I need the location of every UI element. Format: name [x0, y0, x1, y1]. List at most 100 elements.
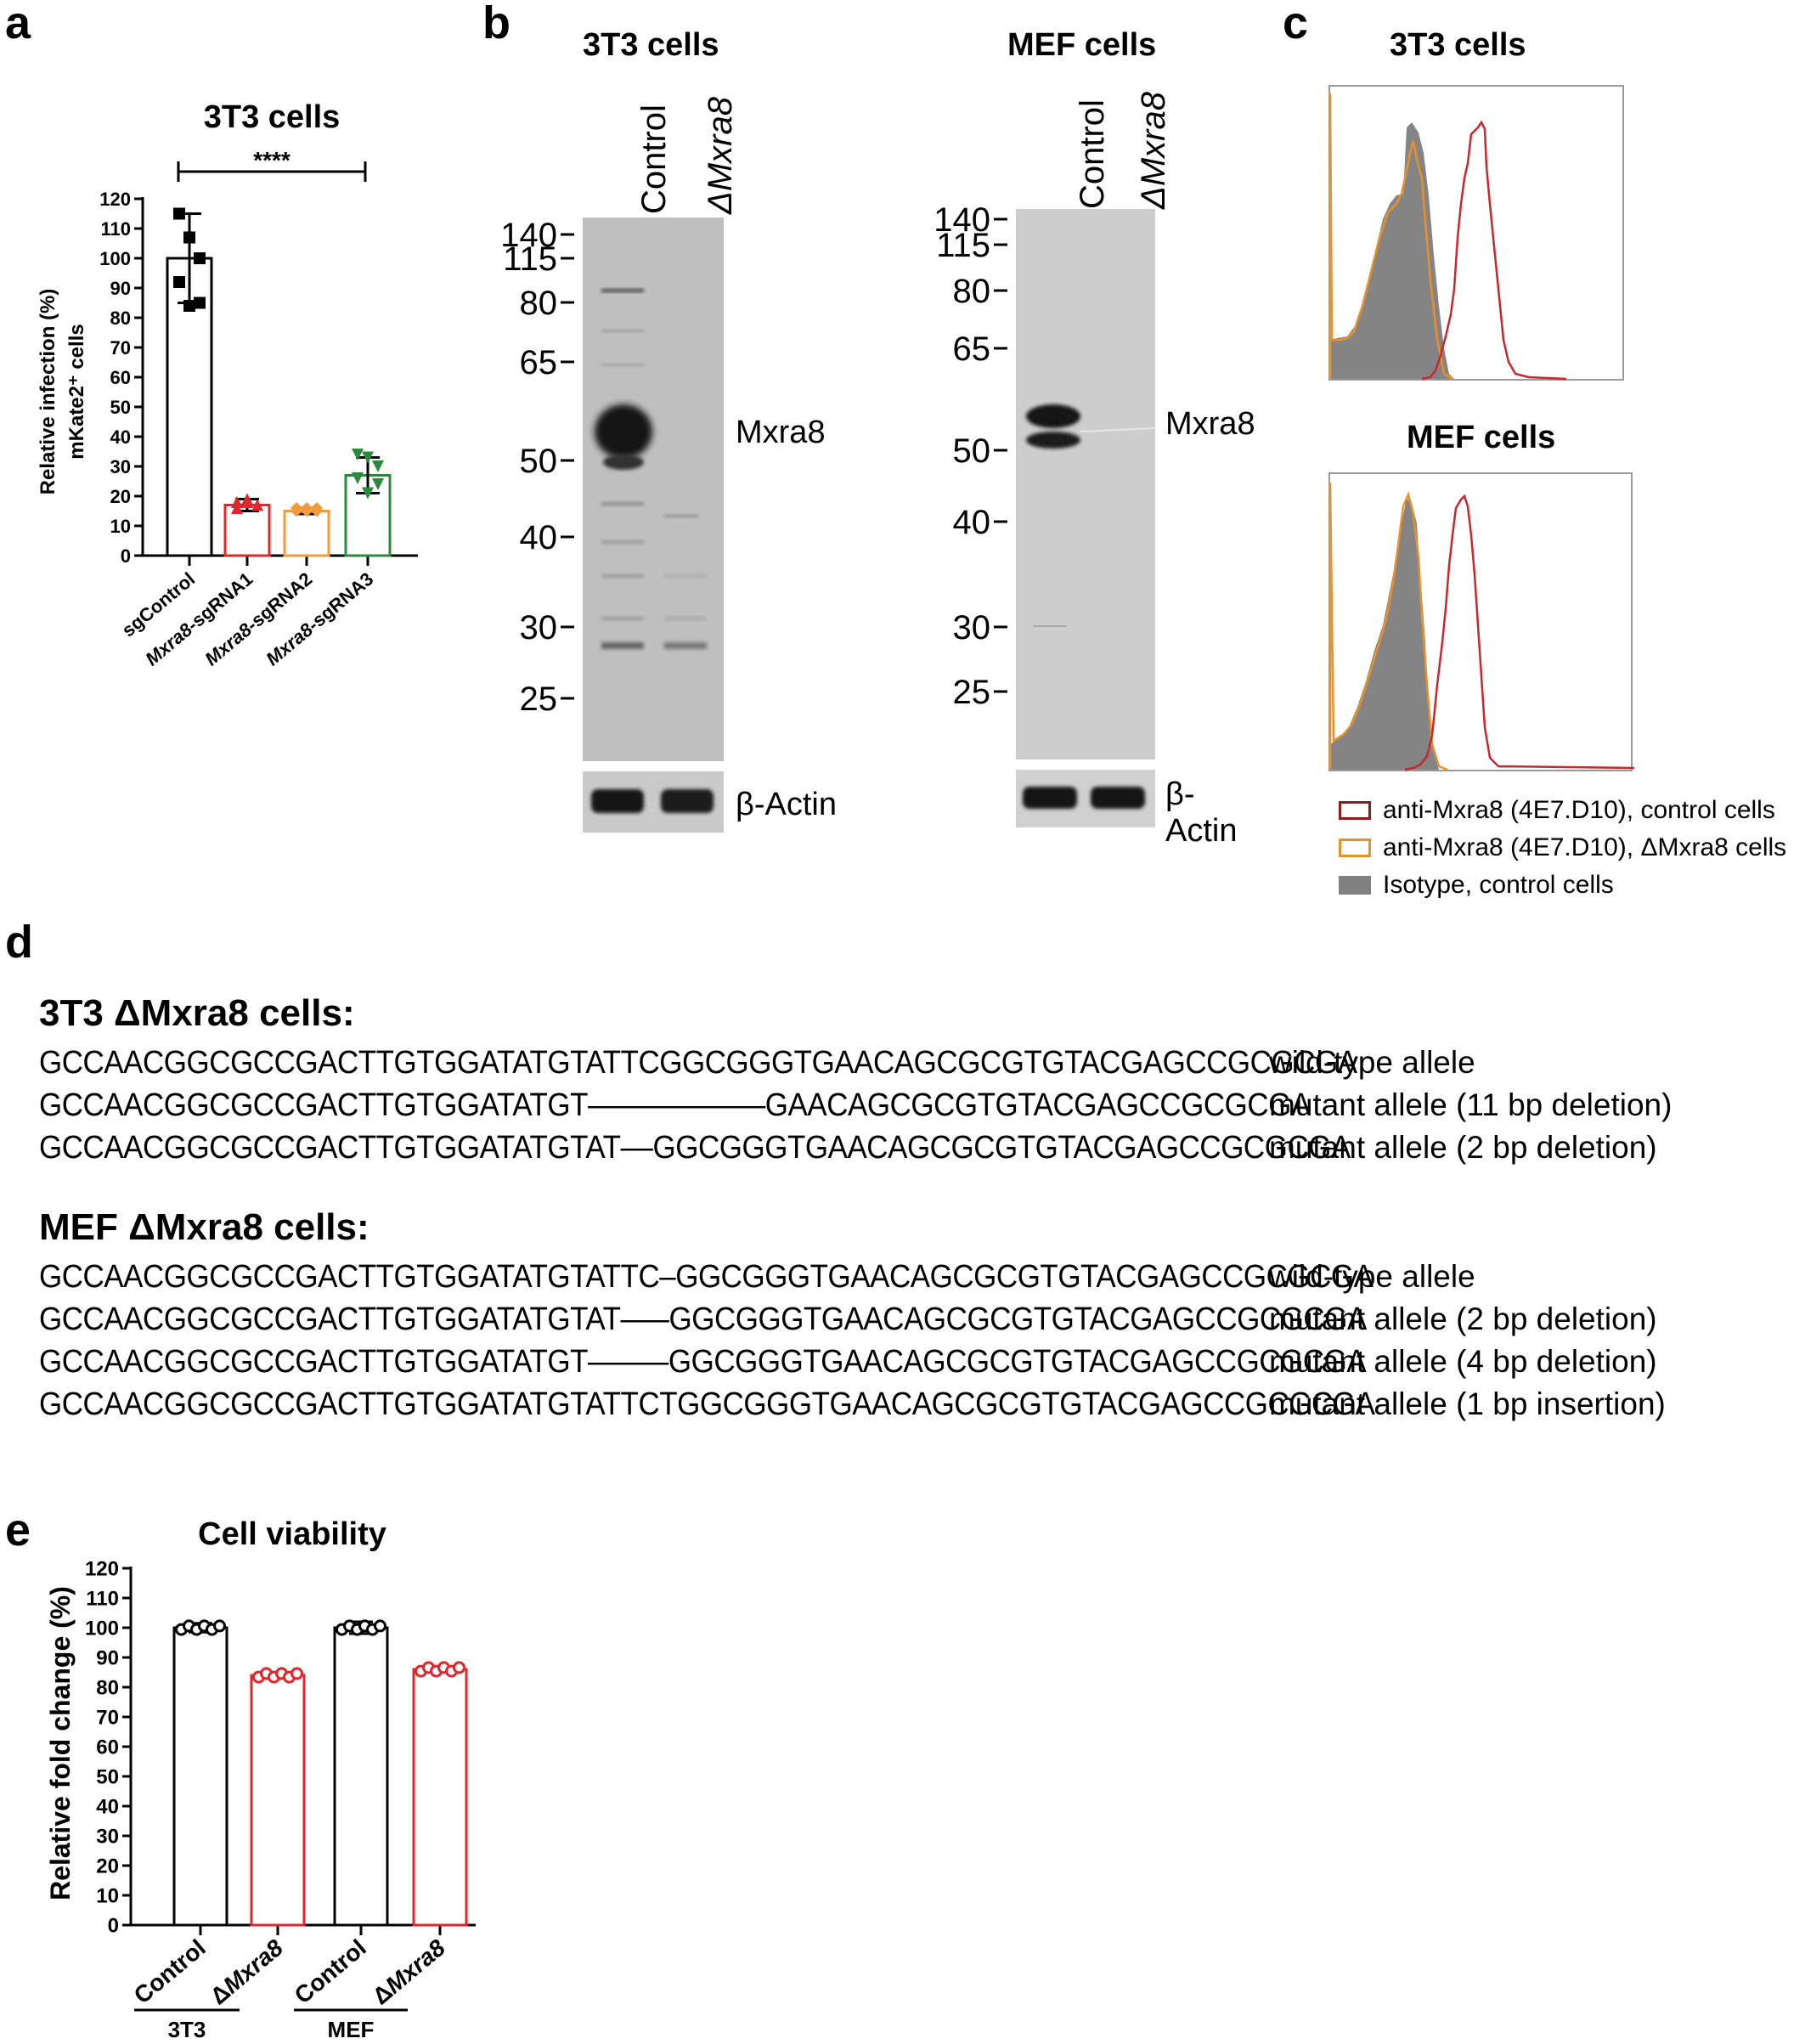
y-tick-label: 110 — [101, 218, 132, 240]
flow-title-3t3: 3T3 cells — [1390, 27, 1526, 63]
actin-band-3t3-delta — [661, 789, 714, 813]
legend-swatch-filled-icon — [1339, 876, 1371, 895]
sequence-group-3t3: 3T3 ΔMxra8 cells: GCCAACGGCGCCGACTTGTGGA… — [39, 992, 1672, 1172]
mw-marker-label: 140 — [500, 217, 557, 254]
sequence-row: GCCAACGGCGCCGACTTGTGGATATGTATTCTGGCGGGTG… — [39, 1386, 1666, 1429]
y-tick-label: 90 — [96, 1647, 119, 1670]
sequence-row: GCCAACGGCGCCGACTTGTGGATATGT–––––GGCGGGTG… — [39, 1344, 1666, 1386]
legend-label: anti-Mxra8 (4E7.D10), ΔMxra8 cells — [1383, 833, 1787, 861]
data-point — [372, 460, 384, 472]
lane-label-control-mef: Control — [1074, 99, 1111, 209]
legend-swatch-outline-icon — [1339, 838, 1371, 857]
panel-letter-e: e — [5, 1505, 31, 1556]
sequence-group-title: MEF ΔMxra8 cells: — [39, 1206, 369, 1248]
mw-marker-label: 65 — [953, 330, 991, 368]
data-point — [362, 451, 374, 464]
y-tick-label: 40 — [96, 1796, 119, 1819]
allele-label: wild-type allele — [1269, 1045, 1475, 1080]
data-point — [183, 231, 195, 244]
control-histogram — [1421, 120, 1567, 381]
legend-item-isotype: Isotype, control cells — [1339, 867, 1786, 904]
y-tick-label: 80 — [110, 308, 131, 329]
data-point — [352, 449, 364, 460]
mw-marker-label: 30 — [520, 609, 558, 647]
y-tick-label: 90 — [110, 278, 131, 299]
mw-marker-label: 80 — [953, 273, 991, 310]
lane-label-delta-3t3: ΔMxra8 — [702, 97, 739, 214]
data-point — [194, 296, 206, 309]
data-point — [362, 487, 374, 500]
x-tick-label: Control — [129, 1934, 211, 2009]
allele-label: wild-type allele — [1269, 1259, 1475, 1294]
legend-label: Isotype, control cells — [1383, 871, 1614, 899]
significance-label: **** — [253, 147, 290, 173]
data-point — [231, 502, 243, 514]
sequence-row: GCCAACGGCGCCGACTTGTGGATATGTATTCGGCGGGTGA… — [39, 1045, 1672, 1087]
group-label-3t3: 3T3 — [168, 2017, 206, 2042]
data-point — [290, 505, 302, 517]
y-tick-label: 30 — [110, 456, 131, 477]
data-point — [251, 499, 263, 511]
y-tick-label: 60 — [96, 1736, 119, 1759]
y-tick-label: 0 — [108, 1915, 119, 1938]
delta-histogram — [1328, 482, 1448, 771]
sequence-row: GCCAACGGCGCCGACTTGTGGATATGTATTC–GGCGGGTG… — [39, 1259, 1666, 1301]
sequence: GCCAACGGCGCCGACTTGTGGATATGTAT–––GGCGGGTG… — [39, 1301, 1367, 1337]
mw-marker-label: 115 — [936, 227, 990, 264]
mxra8-band-mef-upper — [1026, 404, 1080, 428]
flow-legend: anti-Mxra8 (4E7.D10), control cells anti… — [1339, 792, 1786, 904]
data-point — [372, 478, 384, 490]
panel-letter-c: c — [1283, 0, 1309, 48]
y-tick-label: 70 — [96, 1707, 119, 1730]
mw-marker-label: 40 — [520, 519, 558, 556]
y-tick-label: 30 — [96, 1826, 119, 1849]
y-tick-label: 100 — [85, 1618, 119, 1640]
allele-label: mutant allele (2 bp deletion) — [1269, 1301, 1657, 1336]
sequence-row: GCCAACGGCGCCGACTTGTGGATATGTAT––GGCGGGTGA… — [39, 1130, 1672, 1172]
y-tick-label: 110 — [86, 1588, 119, 1611]
allele-label: mutant allele (4 bp deletion) — [1269, 1344, 1657, 1379]
y-tick-label: 40 — [110, 426, 131, 448]
sequence-row: GCCAACGGCGCCGACTTGTGGATATGTAT–––GGCGGGTG… — [39, 1301, 1666, 1344]
legend-item-delta: anti-Mxra8 (4E7.D10), ΔMxra8 cells — [1339, 829, 1786, 867]
chart-e-ylabel: Relative fold change (%) — [45, 1586, 76, 1900]
loading-label-mef: β-Actin — [1165, 776, 1238, 849]
legend-label: anti-Mxra8 (4E7.D10), control cells — [1383, 796, 1775, 824]
flow-histogram-mef — [1328, 472, 1634, 771]
data-point — [290, 1667, 303, 1680]
chart-e-title: Cell viability — [198, 1516, 386, 1552]
y-tick-label: 50 — [110, 397, 131, 418]
mw-marker-label: 30 — [953, 609, 991, 647]
y-tick-label: 20 — [96, 1855, 119, 1878]
y-tick-label: 10 — [96, 1885, 119, 1908]
western-blot-panel: 3T3 cells MEF cells Control ΔMxra8 Contr… — [0, 0, 1255, 850]
y-tick-label: 120 — [85, 1558, 119, 1581]
y-tick-label: 120 — [99, 189, 131, 210]
sequence: GCCAACGGCGCCGACTTGTGGATATGT–––––––––––GA… — [39, 1087, 1311, 1123]
mw-marker-label: 80 — [520, 285, 558, 322]
loading-label-3t3: β-Actin — [736, 787, 837, 822]
data-point — [301, 505, 313, 517]
delta-histogram — [1328, 93, 1453, 381]
mw-marker-label: 50 — [520, 443, 558, 480]
lane-label-delta-mef: ΔMxra8 — [1135, 92, 1172, 209]
y-tick-label: 60 — [110, 367, 131, 388]
significance-bracket: **** — [177, 147, 367, 182]
legend-item-control: anti-Mxra8 (4E7.D10), control cells — [1339, 792, 1786, 829]
y-tick-label: 80 — [96, 1677, 119, 1700]
data-point — [311, 502, 323, 514]
sequence-group-mef: MEF ΔMxra8 cells: GCCAACGGCGCCGACTTGTGGA… — [39, 1206, 1666, 1429]
panel-letter-a: a — [5, 0, 31, 48]
chart-a-title: 3T3 cells — [204, 99, 341, 135]
mxra8-band-mef-lower — [1026, 432, 1080, 449]
chart-a-ylabel-1: Relative infection (%) — [37, 289, 59, 495]
isotype-histogram — [1330, 498, 1439, 770]
blot-3t3 — [583, 217, 724, 833]
mw-marker-label: 65 — [520, 344, 558, 381]
blot-title-3t3: 3T3 cells — [583, 27, 719, 63]
y-tick-label: 20 — [110, 486, 131, 507]
y-tick-label: 100 — [99, 248, 131, 269]
actin-band-mef-control — [1023, 787, 1077, 809]
sequence: GCCAACGGCGCCGACTTGTGGATATGTATTCGGCGGGTGA… — [39, 1045, 1357, 1081]
